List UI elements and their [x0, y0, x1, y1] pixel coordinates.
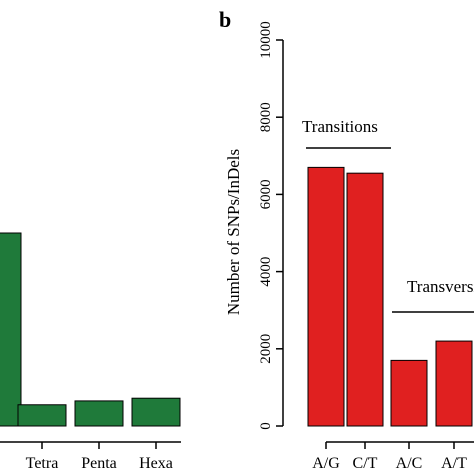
panel-b-y-tick-label: 4000 — [258, 257, 274, 287]
panel-a-category-label-tetra: Tetra — [26, 455, 59, 472]
panel-b-label: b — [219, 7, 231, 32]
panel-b-y-tick-label: 10000 — [258, 21, 274, 59]
panel-b-bar-a-c — [390, 359, 428, 427]
panel-a-bar-tetra — [17, 404, 67, 427]
transversions-label: Transversions — [407, 277, 474, 296]
panel-a-x-ticks: Tetra Penta Hexa — [26, 442, 173, 472]
panel-a-bar-chart: Tetra Penta Hexa — [0, 232, 181, 472]
panel-a-category-label-penta: Penta — [81, 455, 117, 472]
panel-b-bar-a-t — [435, 340, 473, 427]
panel-b-y-tick-label: 0 — [258, 422, 274, 430]
panel-b-y-tick-label: 8000 — [258, 102, 274, 132]
panel-b-category-label-a-c: A/C — [396, 455, 423, 472]
panel-b-bars — [307, 166, 473, 427]
panel-b-bar-chart: b Number of SNPs/InDels 0 2000 4000 6000 800… — [219, 7, 474, 472]
panel-a-bar-hexa — [131, 397, 181, 427]
panel-b-category-label-c-t: C/T — [353, 455, 378, 472]
panel-b-category-label-a-t: A/T — [441, 455, 467, 472]
panel-a-bars — [0, 232, 181, 427]
panel-a-bar-item-0 — [0, 232, 22, 427]
panel-a-category-label-hexa: Hexa — [139, 455, 173, 472]
y-axis-title: Number of SNPs/InDels — [224, 149, 243, 315]
panel-b-category-label-a-g: A/G — [312, 455, 340, 472]
panel-a-bar-penta — [74, 400, 124, 427]
transitions-label: Transitions — [302, 117, 378, 136]
panel-b-bar-c-t — [346, 172, 384, 427]
panel-b-y-tick-label: 6000 — [258, 179, 274, 209]
panel-b-bar-a-g — [307, 166, 345, 427]
panel-b-y-axis: 0 2000 4000 6000 8000 10000 — [258, 21, 284, 430]
panel-b-x-axis: A/G C/T A/C A/T — [312, 441, 474, 472]
panel-b-y-tick-label: 2000 — [258, 334, 274, 364]
